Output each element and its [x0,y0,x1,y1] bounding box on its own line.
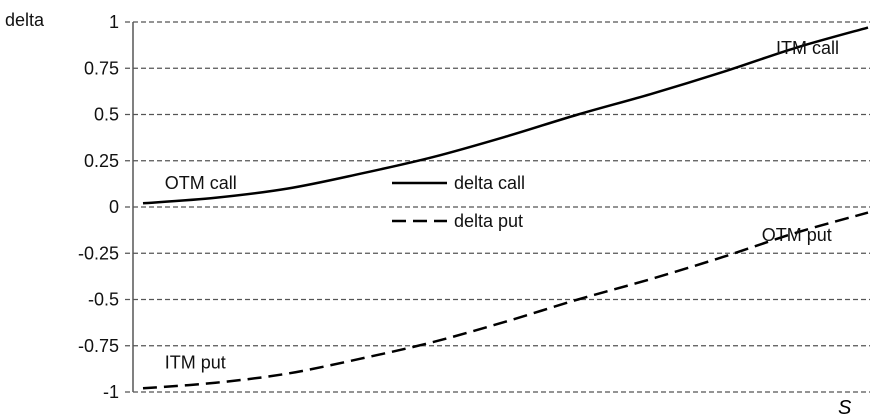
y-tick-label: -0.25 [78,243,119,263]
y-tick-label: 0.5 [94,105,119,125]
legend-label: delta call [454,173,525,193]
series-line-delta-put [142,211,869,390]
series-line-delta-call [142,26,869,205]
y-tick-label: 1 [109,12,119,32]
y-tick-label: 0 [109,197,119,217]
annotation-itm-put: ITM put [165,352,226,372]
y-axis-label: delta [5,10,45,30]
y-tick-label: 0.25 [84,151,119,171]
x-axis-label: S [838,397,852,417]
annotation-otm-put: OTM put [762,225,832,245]
legend: delta call delta put [392,173,525,231]
y-tick-label: -1 [103,382,119,402]
annotations: OTM call ITM call OTM put ITM put [165,38,839,372]
annotation-otm-call: OTM call [165,173,237,193]
gridlines [125,21,870,393]
y-tick-labels: 1 0.75 0.5 0.25 0 -0.25 -0.5 -0.75 -1 [78,12,119,402]
y-tick-label: 0.75 [84,58,119,78]
annotation-itm-call: ITM call [776,38,839,58]
legend-label: delta put [454,211,523,231]
series-lines [142,26,869,390]
y-tick-label: -0.5 [88,290,119,310]
y-tick-label: -0.75 [78,336,119,356]
